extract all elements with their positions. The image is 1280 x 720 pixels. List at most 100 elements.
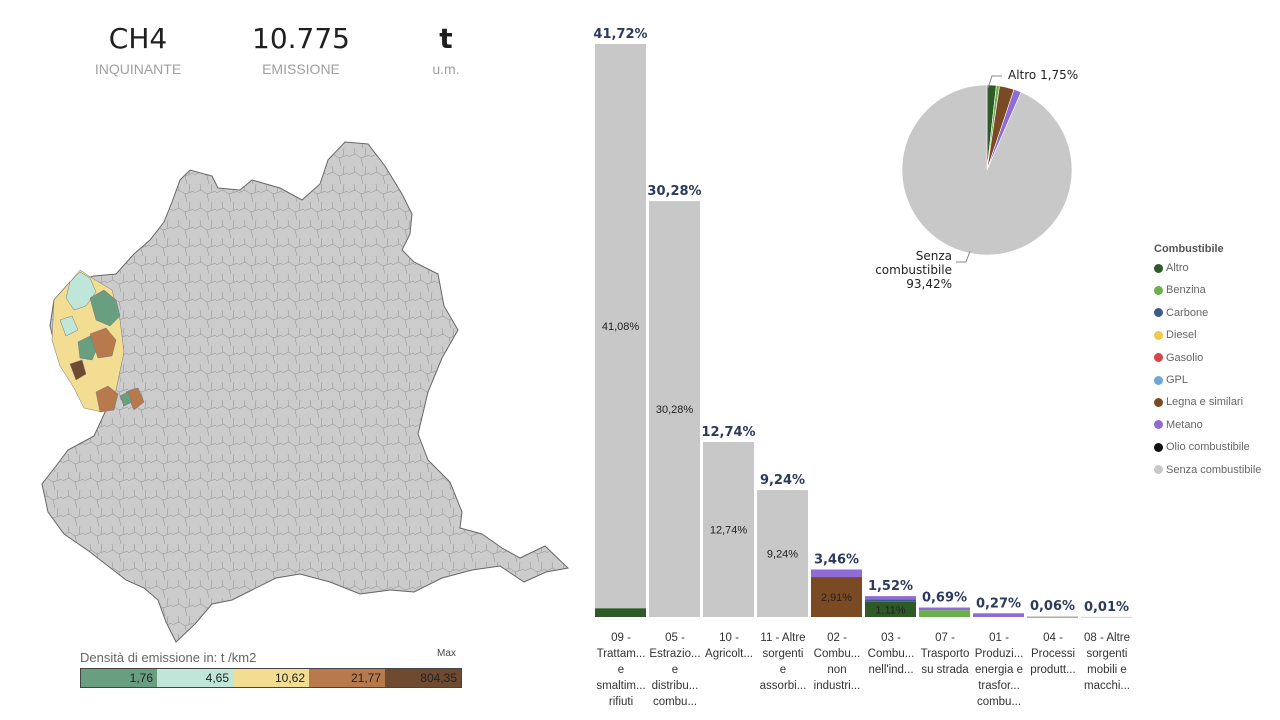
legend-item-label: GPL bbox=[1166, 374, 1189, 386]
area-brown-2[interactable] bbox=[95, 385, 119, 413]
legend-dot-icon bbox=[1154, 442, 1163, 452]
fuel-legend-title: Combustibile bbox=[1154, 243, 1224, 255]
bar-category-label: 04 - Processi produtt... bbox=[1030, 632, 1076, 676]
legend-item[interactable]: Benzina bbox=[1154, 284, 1206, 296]
bar-segment[interactable] bbox=[865, 601, 916, 617]
bar-segment[interactable] bbox=[811, 577, 862, 617]
kpi-emission-value: 10.775 bbox=[252, 22, 350, 55]
highlighted-municipalities[interactable] bbox=[51, 269, 145, 413]
kpi-emission: 10.775 EMISSIONE bbox=[226, 22, 376, 77]
kpi-pollutant-label: INQUINANTE bbox=[94, 61, 182, 77]
density-bin-2: 4,65 bbox=[157, 669, 233, 687]
kpi-pollutant-value: CH4 bbox=[108, 22, 168, 55]
area-brown-1[interactable] bbox=[89, 327, 117, 359]
legend-item[interactable]: Altro bbox=[1154, 262, 1189, 274]
bar-segment[interactable] bbox=[1027, 616, 1078, 617]
sector-bar-chart: 41,72% 30,28% 12,74% 9,24% 3,46% 1,52% 0,69% 0,… bbox=[593, 27, 1132, 618]
bar-segment-label: 9,24% bbox=[767, 549, 798, 561]
pie-label-altro: Altro 1,75% bbox=[1008, 68, 1079, 82]
legend-item[interactable]: Carbone bbox=[1154, 307, 1208, 319]
kpi-unit-value: t bbox=[439, 22, 453, 55]
density-bin-4: 21,77 bbox=[309, 669, 385, 687]
bar-segment[interactable] bbox=[595, 608, 646, 617]
municipality-borders bbox=[42, 142, 568, 642]
legend-item-label: Olio combustibile bbox=[1166, 441, 1250, 454]
legend-item[interactable]: Metano bbox=[1154, 419, 1203, 431]
bar-segment[interactable] bbox=[919, 610, 970, 617]
bar-category-label: 07 - Trasporto su strada bbox=[920, 632, 970, 676]
bar-total-label: 12,74% bbox=[701, 425, 755, 440]
bar-total-label: 0,69% bbox=[922, 591, 967, 606]
legend-dot-icon bbox=[1154, 263, 1163, 273]
legend-item[interactable]: Senza combustibile bbox=[1154, 464, 1261, 476]
bar-total-label: 0,06% bbox=[1030, 599, 1075, 614]
legend-dot-icon bbox=[1154, 330, 1163, 340]
legend-item[interactable]: Gasolio bbox=[1154, 352, 1203, 364]
bar-segment[interactable] bbox=[811, 569, 862, 578]
bar-total-label: 1,52% bbox=[868, 579, 913, 594]
area-light-green-2[interactable] bbox=[59, 315, 79, 337]
bar-segment[interactable] bbox=[865, 596, 916, 600]
bar-total-label: 30,28% bbox=[647, 184, 701, 199]
bar-segment-label: 1,11% bbox=[875, 604, 906, 616]
area-green-3[interactable] bbox=[119, 391, 133, 407]
bar-segment[interactable] bbox=[649, 201, 700, 617]
legend-item[interactable]: Olio combustibile bbox=[1154, 441, 1250, 453]
density-scale: 1,76 4,65 10,62 21,77 804,35 bbox=[80, 668, 462, 688]
density-legend-title: Densità di emissione in: t /km2 bbox=[80, 650, 257, 665]
bar-segment[interactable] bbox=[919, 607, 970, 611]
legend-dot-icon bbox=[1154, 375, 1163, 385]
bar-segment-label: 2,91% bbox=[821, 592, 852, 604]
legend-dot-icon bbox=[1154, 420, 1163, 430]
bar-segment-label: 41,08% bbox=[602, 321, 640, 333]
bar-category-label: 02 - Combu... non industri... bbox=[813, 632, 861, 692]
kpi-unit: t u.m. bbox=[371, 22, 521, 77]
legend-item-label: Gasolio bbox=[1166, 351, 1204, 364]
lombardy-emission-map[interactable] bbox=[40, 130, 580, 645]
bar-category-label: 09 - Trattam... e smaltim... rifiuti bbox=[596, 632, 646, 708]
bar-total-label: 3,46% bbox=[814, 552, 859, 567]
kpi-pollutant: CH4 INQUINANTE bbox=[63, 22, 213, 77]
bar-segment[interactable] bbox=[757, 490, 808, 617]
legend-dot-icon bbox=[1154, 353, 1163, 363]
bar-category-label: 10 - Agricolt... bbox=[705, 632, 753, 660]
legend-dot-icon bbox=[1154, 397, 1163, 407]
legend-dot-icon bbox=[1154, 285, 1163, 295]
bar-total-label: 0,01% bbox=[1084, 600, 1129, 615]
legend-dot-icon bbox=[1154, 308, 1163, 318]
area-green-1[interactable] bbox=[89, 289, 121, 327]
bar-total-label: 0,27% bbox=[976, 596, 1021, 611]
density-bin-3: 10,62 bbox=[233, 669, 309, 687]
legend-item-label: Legna e similari bbox=[1166, 396, 1244, 409]
area-brown-3[interactable] bbox=[125, 387, 145, 411]
density-legend-max: Max bbox=[437, 648, 456, 659]
area-light-green[interactable] bbox=[65, 271, 97, 311]
legend-dot-icon bbox=[1154, 465, 1163, 475]
bar-segment[interactable] bbox=[973, 613, 1024, 617]
bar-total-label: 9,24% bbox=[760, 473, 805, 488]
bar-segment-label: 12,74% bbox=[710, 525, 748, 537]
legend-item-label: Diesel bbox=[1166, 329, 1197, 342]
bar-segment[interactable] bbox=[865, 599, 916, 602]
kpi-unit-label: u.m. bbox=[432, 61, 460, 77]
pie-label-senza-name: Senza combustibile bbox=[875, 249, 952, 277]
bar-segment[interactable] bbox=[703, 442, 754, 617]
bar-category-label: 01 - Produzi... energia e trasfor... combu..… bbox=[974, 632, 1024, 708]
legend-item-label: Senza combustibile bbox=[1166, 463, 1262, 476]
bar-segment[interactable] bbox=[1027, 616, 1078, 618]
kpi-emission-label: EMISSIONE bbox=[262, 61, 340, 77]
legend-item[interactable]: Diesel bbox=[1154, 329, 1197, 341]
bar-category-label: 08 - Altre sorgenti mobili e macchi... bbox=[1083, 632, 1131, 692]
bar-category-label: 11 - Altre sorgenti e assorbi... bbox=[759, 632, 807, 692]
legend-item-label: Metano bbox=[1166, 418, 1203, 431]
density-bin-5: 804,35 bbox=[385, 669, 461, 687]
legend-item[interactable]: GPL bbox=[1154, 374, 1188, 386]
legend-item-label: Carbone bbox=[1166, 306, 1209, 319]
bar-segment[interactable] bbox=[1081, 616, 1132, 618]
bar-category-label: 03 - Combu... nell'ind... bbox=[867, 632, 915, 676]
density-bin-1: 1,76 bbox=[81, 669, 157, 687]
legend-item[interactable]: Legna e similari bbox=[1154, 396, 1243, 408]
bar-segment[interactable] bbox=[595, 44, 646, 609]
area-dark-1[interactable] bbox=[69, 359, 87, 381]
